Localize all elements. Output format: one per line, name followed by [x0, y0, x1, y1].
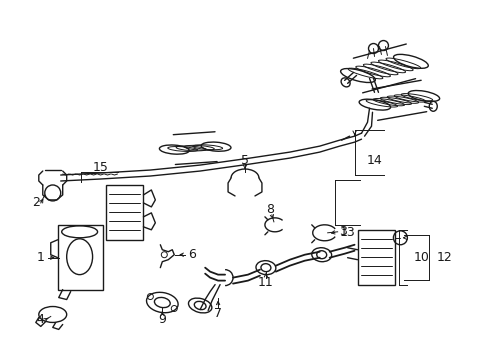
Text: 10: 10: [412, 251, 428, 264]
Text: 6: 6: [188, 248, 196, 261]
Text: 5: 5: [241, 154, 248, 167]
Text: 9: 9: [158, 313, 166, 326]
Text: 7: 7: [214, 307, 222, 320]
Text: 12: 12: [435, 251, 451, 264]
Bar: [58, 225, 102, 289]
Text: 8: 8: [265, 203, 273, 216]
Text: 14: 14: [366, 154, 382, 167]
Text: 2: 2: [32, 197, 40, 210]
Text: 4: 4: [37, 313, 44, 326]
Bar: [357, 230, 395, 285]
Text: 1: 1: [37, 251, 44, 264]
Bar: [105, 185, 143, 240]
Text: 3: 3: [338, 225, 346, 238]
Text: 15: 15: [92, 161, 108, 174]
Text: 13: 13: [339, 226, 355, 239]
Text: 11: 11: [258, 276, 273, 289]
